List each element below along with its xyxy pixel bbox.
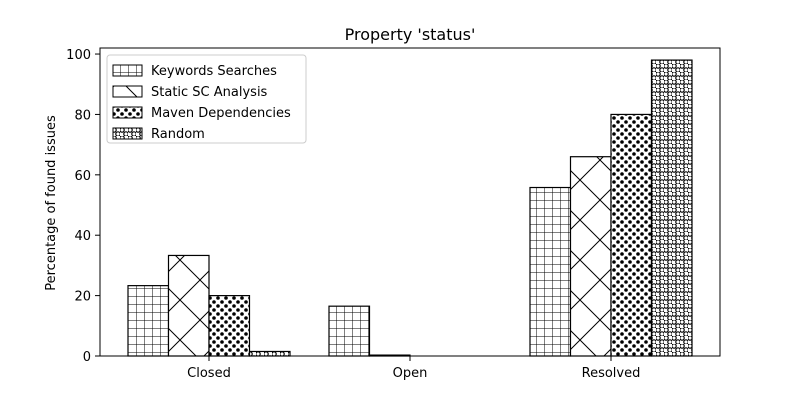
x-tick-label: Resolved: [582, 366, 641, 381]
y-tick-label: 20: [74, 290, 91, 305]
x-tick-label: Closed: [187, 366, 231, 381]
legend-label: Maven Dependencies: [151, 106, 291, 121]
ticks-group: 0 20 40 60 80 100 Closed Open Resolved: [66, 48, 640, 381]
bar-maven-dependencies-resolved: [610, 113, 653, 357]
legend-swatch-static-sc-analysis: [112, 85, 143, 98]
legend-label: Random: [151, 127, 205, 142]
bar-static-sc-analysis-closed: [167, 254, 210, 357]
y-tick-label: 0: [83, 350, 91, 365]
legend-swatch-maven-dependencies: [112, 106, 143, 119]
legend-label: Static SC Analysis: [151, 85, 268, 100]
chart-title: Property 'status': [345, 25, 476, 44]
x-tick-label: Open: [393, 366, 428, 381]
y-tick-label: 60: [74, 169, 91, 184]
y-tick-label: 80: [74, 108, 91, 123]
legend-label: Keywords Searches: [151, 64, 277, 79]
legend-swatch-random: [112, 127, 143, 140]
bar-random-closed: [248, 350, 291, 357]
bar-static-sc-analysis-resolved: [569, 156, 612, 357]
bar-keywords-searches-open: [328, 305, 371, 357]
legend-box: [106, 54, 307, 144]
bar-random-resolved: [650, 59, 693, 357]
legend: Keywords Searches Static SC Analysis Maven…: [106, 54, 307, 144]
bar-keywords-searches-closed: [127, 285, 170, 357]
y-tick-label: 100: [66, 48, 91, 63]
bar-keywords-searches-resolved: [529, 186, 572, 357]
bar-maven-dependencies-closed: [208, 295, 251, 357]
y-tick-label: 40: [74, 229, 91, 244]
y-axis-label: Percentage of found issues: [44, 115, 59, 291]
legend-swatch-keywords-searches: [112, 64, 143, 77]
bars-group: [127, 59, 693, 357]
